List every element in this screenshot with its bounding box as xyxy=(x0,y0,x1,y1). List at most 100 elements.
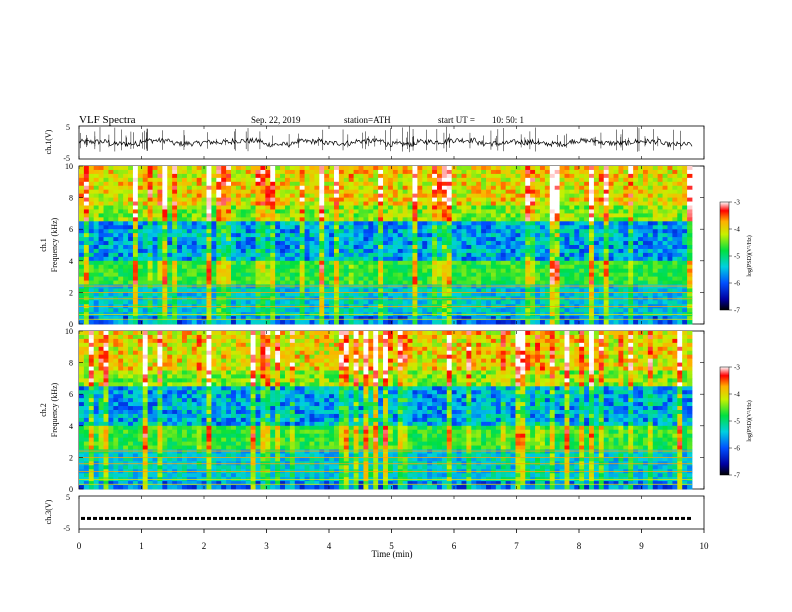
spectrogram-cell xyxy=(392,256,399,262)
spectrogram-cell xyxy=(235,209,242,214)
spectrogram-cell xyxy=(638,185,644,191)
spectrogram-cell xyxy=(476,264,482,270)
spectrogram-cell xyxy=(608,169,614,175)
spectrogram-cell xyxy=(456,225,462,230)
spectrogram-cell xyxy=(338,280,345,285)
spectrogram-cell xyxy=(196,209,202,214)
spectrogram-cell xyxy=(549,268,556,274)
spectrogram-cell xyxy=(324,241,330,246)
spectrogram-cell xyxy=(378,229,384,234)
spectrogram-cell xyxy=(211,292,217,297)
spectrogram-cell xyxy=(181,272,188,277)
spectrogram-cell xyxy=(123,264,129,270)
spectrogram-cell xyxy=(265,264,271,270)
spectrogram-cell xyxy=(608,276,614,281)
spectrogram-cell xyxy=(495,268,502,274)
spectrogram-cell xyxy=(530,308,536,313)
spectrogram-cell xyxy=(240,189,247,195)
spectrogram-cell xyxy=(569,201,575,206)
spectrogram-cell xyxy=(167,248,173,254)
spectrogram-cell xyxy=(505,217,511,222)
spectrogram-cell xyxy=(348,201,355,206)
spectrogram-cell xyxy=(299,256,305,262)
spectrogram-cell xyxy=(481,173,487,179)
spectrogram-cell xyxy=(108,201,114,206)
spectrogram-cell xyxy=(147,308,153,313)
spectrogram-cell xyxy=(618,205,624,210)
spectrogram-cell xyxy=(476,288,482,293)
spectrogram-cell xyxy=(456,169,462,175)
spectrogram-cell xyxy=(598,280,605,285)
spectrogram-cell xyxy=(505,320,511,325)
spectrogram-cell xyxy=(456,229,462,234)
spectrogram-cell xyxy=(662,292,668,297)
spectrogram-cell xyxy=(235,308,242,313)
spectrogram-cell xyxy=(113,229,119,234)
spectrogram-cell xyxy=(329,193,335,198)
spectrogram-cell xyxy=(584,169,590,175)
spectrogram-cell xyxy=(79,268,85,274)
spectrogram-cell xyxy=(294,292,301,297)
spectrogram-cell xyxy=(211,197,217,202)
spectrogram-cell xyxy=(539,193,546,198)
spectrogram-cell xyxy=(397,248,404,254)
spectrogram-cell xyxy=(662,245,668,250)
spectrogram-cell xyxy=(324,225,330,230)
spectrogram-cell xyxy=(289,213,296,218)
spectrogram-cell xyxy=(284,233,291,238)
spectrogram-cell xyxy=(392,252,399,258)
spectrogram-cell xyxy=(466,308,472,313)
spectrogram-cell xyxy=(319,217,325,222)
spectrogram-cell xyxy=(260,221,266,226)
spectrogram-cell xyxy=(603,233,610,238)
spectrogram-cell xyxy=(314,252,320,258)
spectrogram-cell xyxy=(579,256,585,262)
ch1-ytick-top: 5 xyxy=(66,123,70,132)
spectrogram-cell xyxy=(495,252,502,258)
spectrogram-cell xyxy=(304,248,310,254)
spectrogram-cell xyxy=(343,237,350,242)
spectrogram-cell xyxy=(451,308,457,313)
spectrogram-cell xyxy=(235,221,242,226)
spectrogram-cell xyxy=(265,248,271,254)
spectrogram-cell xyxy=(275,189,281,195)
spectrogram-cell xyxy=(338,288,345,293)
spectrogram-cell xyxy=(128,217,134,222)
spectrogram-cell xyxy=(383,221,389,226)
spectrogram-cell xyxy=(486,316,492,321)
spectrogram-cell xyxy=(466,241,472,246)
spectrogram-cell xyxy=(427,241,433,246)
spectrogram-cell xyxy=(495,173,502,179)
spectrogram-cell xyxy=(584,252,590,258)
spectrogram-cell xyxy=(397,264,404,270)
spectrogram-cell xyxy=(623,284,629,289)
spectrogram-cell xyxy=(304,264,310,270)
spectrogram-cell xyxy=(334,237,340,242)
spectrogram-cell xyxy=(490,292,497,297)
spectrogram-cell xyxy=(495,292,502,297)
spectrogram-cell xyxy=(466,229,472,234)
spectrogram-cell xyxy=(652,201,659,206)
spectrogram-cell xyxy=(152,288,158,293)
spectrogram-cell xyxy=(505,201,511,206)
spectrogram-cell xyxy=(481,260,487,266)
spectrogram-cell xyxy=(93,201,100,206)
spectrogram-cell xyxy=(554,173,560,179)
spectrogram-cell xyxy=(535,308,541,313)
spectrogram-cell xyxy=(206,197,212,202)
spectrogram-cell xyxy=(240,272,247,277)
spectrogram-cell xyxy=(613,201,619,206)
spectrogram-cell xyxy=(177,280,183,285)
spectrogram-cell xyxy=(486,308,492,313)
spectrogram-cell xyxy=(554,256,560,262)
spectrogram-cell xyxy=(407,288,413,293)
spectrogram-cell xyxy=(387,272,394,277)
spectrogram-cell xyxy=(652,245,659,250)
spectrogram-cell xyxy=(152,264,158,270)
spectrogram-cell xyxy=(407,217,413,222)
spectrogram-cell xyxy=(613,173,619,179)
spectrogram-cell xyxy=(250,201,256,206)
spectrogram-cell xyxy=(623,205,629,210)
spectrogram-cell xyxy=(657,276,663,281)
spectrogram-cell xyxy=(240,213,247,218)
